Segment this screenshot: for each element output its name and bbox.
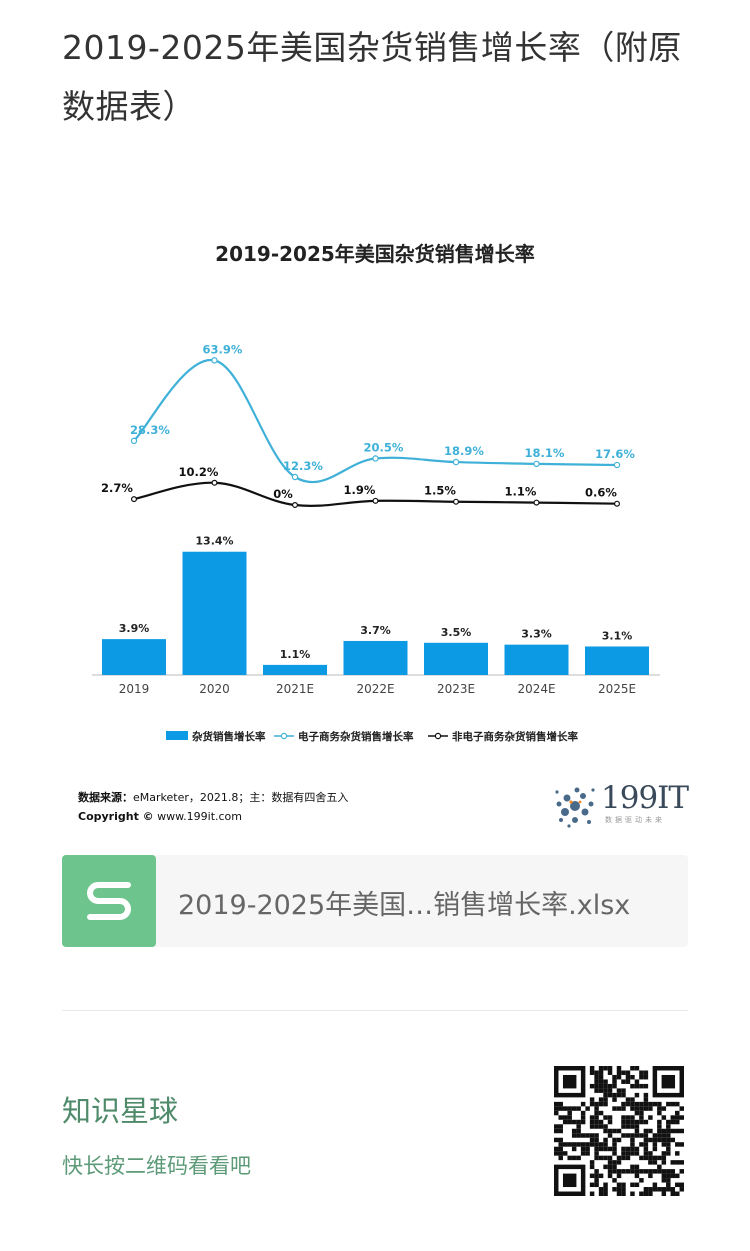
ecommerce-point [130,437,138,445]
x-tick-label: 2020 [199,682,230,696]
legend-label: 非电子商务杂货销售增长率 [452,730,578,743]
ecommerce-point [372,455,379,462]
ecommerce-label: 17.6% [595,447,635,461]
copyright-label: Copyright © [78,810,154,823]
ecommerce-label: 12.3% [283,459,323,473]
non-ecommerce-label: 0.6% [585,486,617,500]
non-ecommerce-point [533,499,540,506]
non-ecommerce-point [292,502,299,509]
x-tick-label: 2024E [517,682,555,696]
non-ecommerce-label: 2.7% [101,481,133,495]
x-tick-label: 2025E [598,682,636,696]
ecommerce-label: 20.5% [364,440,404,454]
bar-label: 3.1% [602,629,633,642]
chart-source: 数据来源：eMarketer，2021.8；主：数据有四舍五入 Copyrigh… [78,788,348,826]
non-ecommerce-point [211,479,218,486]
ecommerce-point [613,461,621,469]
ecommerce-point [291,473,299,481]
logo-subtitle: 数据驱动未来 [605,816,665,824]
promo-title: 知识星球 [62,1094,179,1128]
ecommerce-label: 63.9% [203,342,243,356]
x-tick-label: 2021E [276,682,314,696]
ecommerce-label: 28.3% [130,423,170,437]
non-ecommerce-label: 0% [273,487,293,501]
non-ecommerce-point [613,500,620,507]
bar [263,664,327,675]
chart-title: 2019-2025年美国杂货销售增长率 [215,242,535,266]
non-ecommerce-label: 10.2% [179,465,219,479]
qr-code-icon[interactable] [554,1066,684,1196]
bar [504,644,569,675]
logo-dots-icon [555,787,595,828]
bar [343,640,408,675]
bar [585,646,649,675]
bar-label: 3.5% [441,626,472,639]
ecommerce-point [211,357,218,364]
article-title: 2019-2025年美国杂货销售增长率（附原数据表） [62,28,682,126]
bar-label: 3.3% [521,628,552,641]
source-label: 数据来源： [78,791,133,804]
bar [102,639,166,675]
x-tick-label: 2019 [119,682,150,696]
ecommerce-label: 18.9% [444,444,484,458]
ecommerce-label: 18.1% [525,446,565,460]
spreadsheet-s-icon [62,855,156,947]
promo-subtitle: 快长按二维码看看吧 [62,1154,251,1178]
x-tick-label: 2022E [356,682,394,696]
non-ecommerce-point [130,496,137,503]
199it-logo: 199IT 数据驱动未来 [553,780,689,830]
copyright-text: www.199it.com [157,810,243,823]
non-ecommerce-label: 1.5% [424,484,456,498]
ecommerce-point [533,460,540,468]
bar [182,551,247,675]
chart-card: 2019-2025年美国杂货销售增长率 3.9% 13.4% 1.1% 3.7% 3.5%… [62,215,688,840]
chart-svg: 2019-2025年美国杂货销售增长率 3.9% 13.4% 1.1% 3.7% 3.5%… [92,242,660,743]
source-text: eMarketer，2021.8；主：数据有四舍五入 [133,791,349,804]
logo-text: 199IT [601,780,689,816]
legend-label: 杂货销售增长率 [192,730,266,743]
non-ecommerce-label: 1.9% [344,483,376,497]
legend-marker-ecommerce [280,732,288,740]
file-attachment[interactable]: 2019-2025年美国…销售增长率.xlsx [62,855,688,947]
bar-label: 13.4% [195,535,233,548]
legend-label: 电子商务杂货销售增长率 [298,730,414,743]
bar [424,642,488,675]
non-ecommerce-point [372,497,379,504]
non-ecommerce-label: 1.1% [505,485,537,499]
bar-label: 3.9% [119,622,150,635]
bar-label: 1.1% [280,648,311,661]
x-tick-label: 2023E [437,682,475,696]
divider [62,1010,688,1011]
ecommerce-point [452,458,460,466]
bar-label: 3.7% [360,624,391,637]
non-ecommerce-point [453,498,460,505]
file-name: 2019-2025年美国…销售增长率.xlsx [178,890,631,921]
legend-swatch-bar [166,731,188,740]
legend-marker-non-ecommerce [434,732,442,740]
